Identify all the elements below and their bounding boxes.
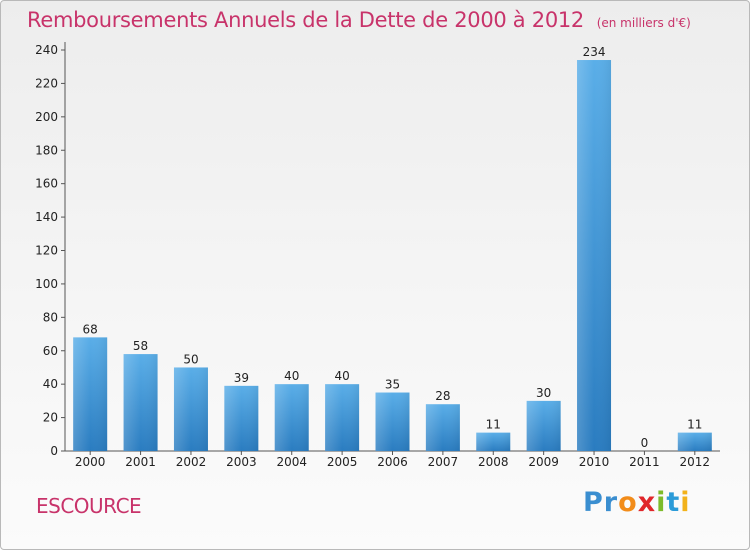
data-label: 40 bbox=[284, 369, 299, 383]
x-tick-label: 2002 bbox=[176, 455, 207, 469]
bars bbox=[73, 60, 712, 452]
bar-shine bbox=[274, 384, 309, 451]
data-label: 50 bbox=[183, 352, 198, 366]
bar-shine bbox=[73, 337, 108, 451]
logo-letter: i bbox=[656, 487, 667, 518]
y-tick-label: 0 bbox=[50, 444, 58, 458]
y-tick-label: 160 bbox=[35, 177, 58, 191]
y-tick-label: 220 bbox=[35, 76, 58, 90]
bar-shine bbox=[375, 392, 410, 451]
y-tick-label: 100 bbox=[35, 277, 58, 291]
bar-shine bbox=[224, 385, 259, 451]
x-tick-label: 2001 bbox=[125, 455, 156, 469]
bar-shine bbox=[526, 400, 561, 451]
x-tick-label: 2008 bbox=[478, 455, 509, 469]
bar-shine bbox=[577, 60, 612, 452]
y-tick-label: 120 bbox=[35, 244, 58, 258]
data-label: 234 bbox=[583, 45, 606, 59]
logo-letter: x bbox=[637, 487, 657, 518]
bar-shine bbox=[173, 367, 208, 451]
y-tick-label: 240 bbox=[35, 43, 58, 57]
logo-letter: t bbox=[666, 487, 681, 518]
chart-subtitle: (en milliers d'€) bbox=[596, 16, 691, 30]
bar-shine bbox=[476, 432, 511, 451]
data-label: 11 bbox=[687, 418, 702, 432]
y-tick-label: 60 bbox=[43, 344, 58, 358]
x-tick-label: 2006 bbox=[377, 455, 408, 469]
x-tick-label: 2004 bbox=[276, 455, 307, 469]
x-tick-label: 2011 bbox=[629, 455, 660, 469]
y-tick-label: 80 bbox=[43, 310, 58, 324]
data-label: 68 bbox=[83, 322, 98, 336]
data-label: 58 bbox=[133, 339, 148, 353]
chart-title: Remboursements Annuels de la Dette de 20… bbox=[27, 8, 691, 32]
data-label: 39 bbox=[234, 371, 249, 385]
data-label: 35 bbox=[385, 378, 400, 392]
bar-shine bbox=[123, 354, 158, 451]
y-tick-label: 180 bbox=[35, 143, 58, 157]
bar-shine bbox=[677, 432, 712, 451]
x-tick-label: 2012 bbox=[680, 455, 711, 469]
x-tick-label: 2005 bbox=[327, 455, 358, 469]
bar-shine bbox=[425, 404, 460, 451]
data-label: 40 bbox=[334, 369, 349, 383]
labels: 2000 68 2001 58 2002 50 2003 39 2004 40 2005 40 2006… bbox=[75, 45, 710, 469]
logo-letter: r bbox=[603, 487, 619, 518]
x-tick-label: 2007 bbox=[428, 455, 459, 469]
y-tick-label: 200 bbox=[35, 110, 58, 124]
data-label: 0 bbox=[641, 436, 649, 450]
y-tick-label: 140 bbox=[35, 210, 58, 224]
x-tick-label: 2003 bbox=[226, 455, 257, 469]
data-label: 30 bbox=[536, 386, 551, 400]
logo-letter: P bbox=[583, 487, 604, 518]
y-tick-label: 20 bbox=[43, 411, 58, 425]
logo-letter: i bbox=[680, 487, 691, 518]
data-label: 28 bbox=[435, 389, 450, 403]
x-tick-label: 2000 bbox=[75, 455, 106, 469]
logo-letter: o bbox=[618, 487, 638, 518]
x-tick-label: 2009 bbox=[528, 455, 559, 469]
data-label: 11 bbox=[486, 418, 501, 432]
commune-name: ESCOURCE bbox=[36, 494, 142, 518]
x-tick-label: 2010 bbox=[579, 455, 610, 469]
chart-title-main: Remboursements Annuels de la Dette de 20… bbox=[27, 8, 584, 32]
proxiti-logo: Proxiti bbox=[583, 487, 691, 518]
bar-shine bbox=[325, 384, 360, 451]
y-tick-label: 40 bbox=[43, 377, 58, 391]
